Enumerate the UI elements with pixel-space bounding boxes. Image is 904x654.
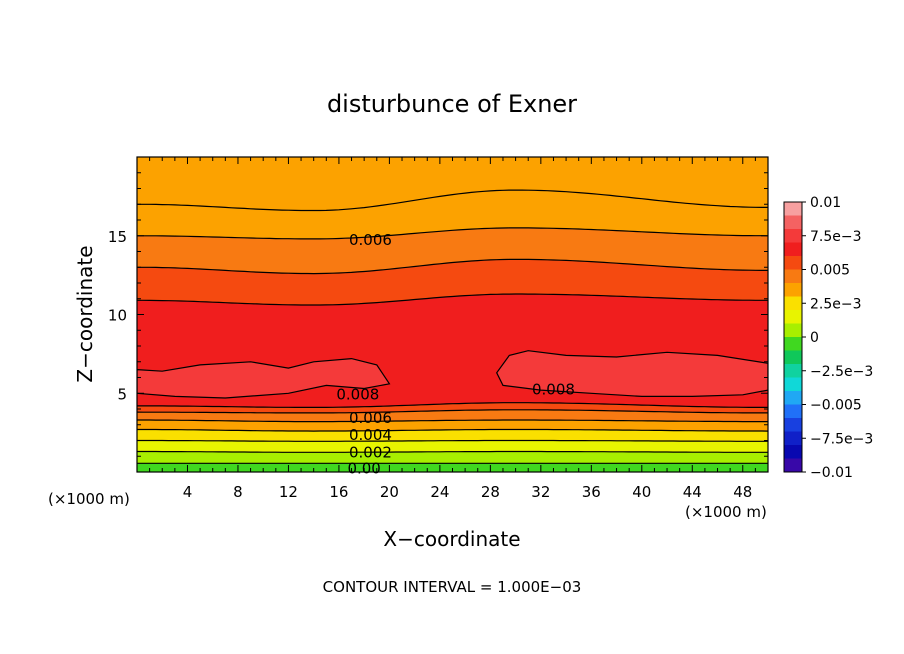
colorbar-swatch [784,229,802,243]
x-axis-label: X−coordinate [383,527,520,551]
x-tick-label: 40 [632,483,651,501]
contour-line [137,439,768,442]
contour-line [137,402,768,408]
chart-title: disturbunce of Exner [327,90,577,118]
colorbar [783,201,803,473]
colorbar-labels: 0.01 7.5e−3 0.005 2.5e−3 0 −2.5e−3 −0.005 −7.5e… [802,195,873,481]
colorbar-swatch [784,310,802,324]
colorbar-swatch [784,418,802,432]
contour-label: 0.006 [349,231,392,249]
contour-label: 0.002 [349,444,392,462]
contour-line [137,189,768,212]
x-tick-label: 8 [233,483,243,501]
colorbar-swatch [784,364,802,378]
x-tick-label: 36 [582,483,601,501]
contour-label: 0.004 [349,426,392,444]
contour-line [137,227,768,240]
colorbar-label: 0 [810,330,819,346]
colorbar-swatch [784,458,802,473]
colorbar-swatch [784,283,802,297]
plot-area [137,157,768,472]
colorbar-swatch [784,404,802,419]
contour-line [137,409,768,414]
colorbar-label: 7.5e−3 [810,229,862,245]
contour-max-region [496,350,768,397]
x-tick-label: 32 [531,483,550,501]
x-tick-label: 12 [279,483,298,501]
x-tick-label: 44 [683,483,702,501]
contour-max-region [137,357,391,399]
y-axis-label: Z−coordinate [73,245,97,382]
colorbar-swatch [784,242,802,257]
colorbar-swatch [784,391,802,405]
y-tick-label: 10 [108,307,127,325]
colorbar-label: 0.01 [810,195,841,211]
contour-line [137,428,768,432]
contour-label: 0.008 [532,381,575,399]
colorbar-swatch [784,269,802,284]
colorbar-swatch [784,431,802,446]
x-tick-label: 16 [329,483,348,501]
contour-label: 0.008 [336,385,379,403]
contour-line [137,419,768,423]
contour-line [137,293,768,306]
contour-line [137,450,768,453]
colorbar-swatch [784,445,802,459]
colorbar-swatch [784,296,802,311]
x-unit-left: (×1000 m) [48,490,130,508]
x-tick-label: 48 [733,483,752,501]
x-tick-label: 4 [183,483,193,501]
colorbar-label: 0.005 [810,263,850,279]
contour-interval-label: CONTOUR INTERVAL = 1.000E−03 [323,578,582,596]
x-tick-label: 28 [481,483,500,501]
axes [136,156,769,473]
colorbar-swatch [784,202,802,216]
colorbar-label: −7.5e−3 [810,431,873,447]
colorbar-label: −2.5e−3 [810,364,873,380]
y-tick-label: 15 [108,228,127,246]
x-tick-label: 20 [380,483,399,501]
contour-band [137,463,768,472]
colorbar-swatch [784,256,802,270]
colorbar-swatch [784,215,802,230]
colorbar-swatch [784,323,802,338]
colorbar-label: 2.5e−3 [810,296,862,312]
colorbar-label: −0.005 [810,398,862,414]
y-tick-label: 5 [117,385,127,403]
contour-label: 0.006 [349,409,392,427]
x-tick-labels: 4 8 12 16 20 24 28 32 36 40 44 48 [183,483,753,501]
y-tick-labels: 5 10 15 [108,228,127,404]
x-unit-right: (×1000 m) [685,503,767,521]
colorbar-swatch [784,337,802,351]
contour-line [137,258,768,275]
colorbar-label: −0.01 [810,465,853,481]
colorbar-swatch [784,377,802,392]
colorbar-swatch [784,350,802,365]
x-tick-label: 24 [430,483,449,501]
